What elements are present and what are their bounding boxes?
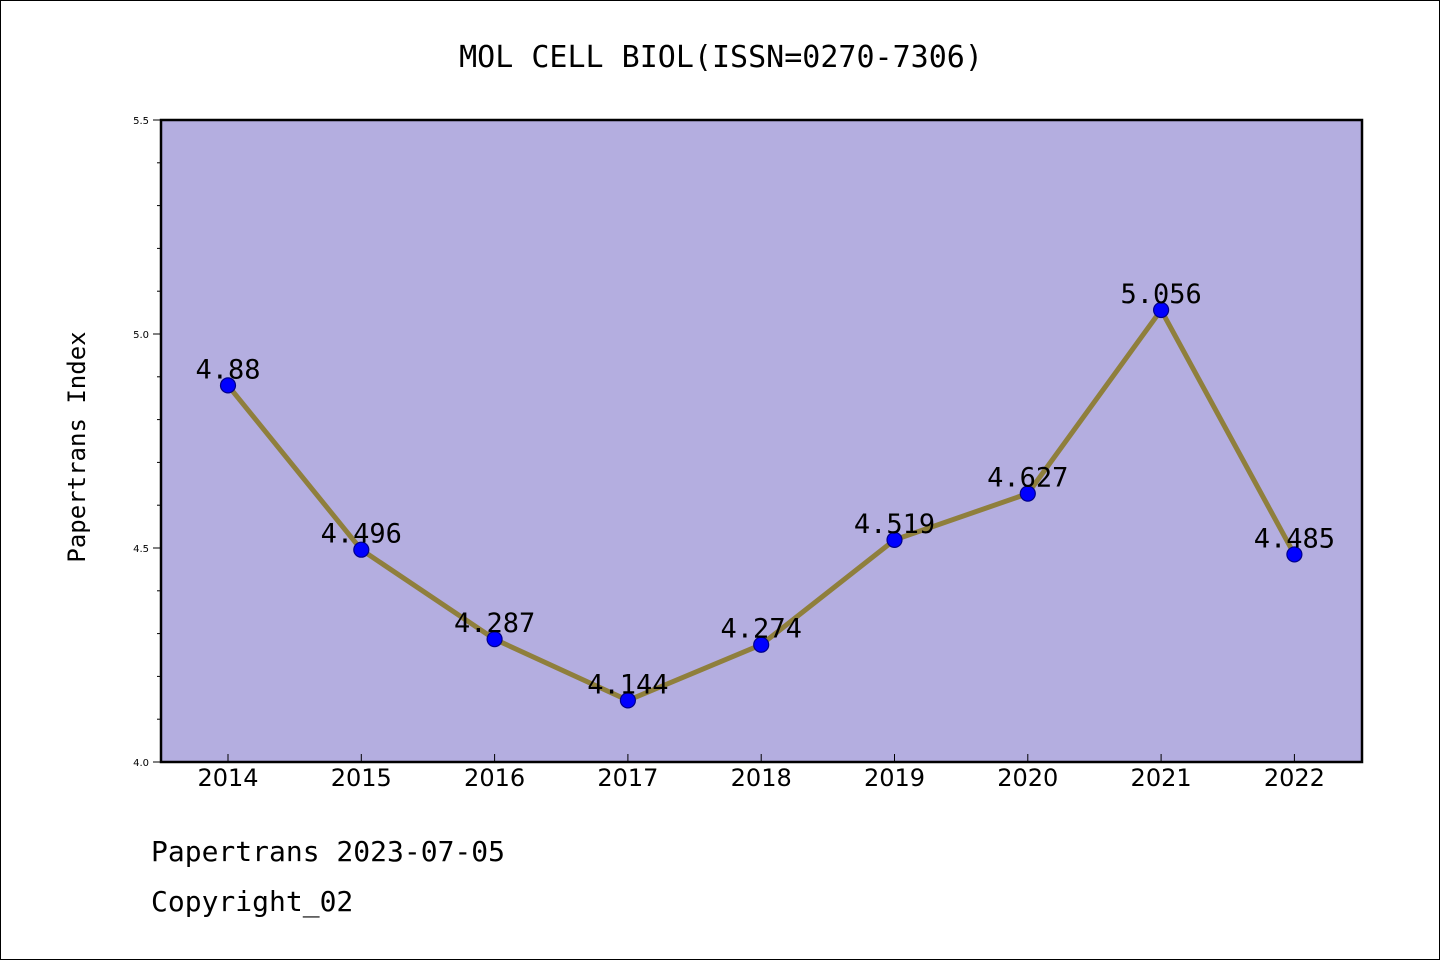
y-tick-label: 4.0 [133, 758, 149, 769]
plot-frame [159, 118, 1364, 764]
data-point [486, 631, 503, 648]
x-tick-label: 2017 [597, 764, 658, 792]
data-label: 4.496 [321, 519, 402, 550]
x-tick-label: 2014 [197, 764, 258, 792]
data-label: 5.056 [1120, 279, 1201, 310]
x-tick-label: 2019 [864, 764, 925, 792]
data-label: 4.144 [587, 669, 668, 700]
data-point [1152, 301, 1170, 319]
footer-source: Papertrans 2023-07-05 [151, 835, 506, 868]
data-labels: 4.88 4.496 4.287 4.144 4.274 4.519 4.627 5.056 4… [195, 279, 1335, 700]
plot-area [161, 120, 1362, 762]
axis-ticks: 4.0 4.5 5.0 5.5 2014 2015 2016 2017 2018 2019 2020… [133, 116, 1325, 792]
data-point [619, 692, 637, 709]
x-tick-label: 2022 [1264, 764, 1325, 792]
y-tick-label: 4.5 [133, 544, 149, 555]
data-label: 4.485 [1254, 523, 1335, 554]
data-point [753, 636, 770, 653]
x-tick-label: 2018 [731, 764, 792, 792]
data-label: 4.627 [987, 463, 1068, 494]
y-tick-label: 5.5 [133, 116, 149, 127]
data-point [1286, 546, 1303, 563]
data-markers [219, 301, 1303, 709]
data-label: 4.519 [854, 509, 935, 540]
x-tick-label: 2015 [331, 764, 392, 792]
x-tick-label: 2016 [464, 764, 525, 792]
x-tick-label: 2021 [1131, 764, 1192, 792]
chart-title: MOL CELL BIOL(ISSN=0270-7306) [459, 40, 983, 75]
data-label: 4.88 [195, 354, 260, 385]
data-point [219, 377, 237, 394]
data-point [886, 531, 903, 548]
data-label: 4.287 [454, 608, 535, 639]
y-tick-label: 5.0 [133, 330, 149, 341]
data-point [353, 541, 370, 558]
x-tick-label: 2020 [997, 764, 1058, 792]
data-label: 4.274 [721, 614, 802, 645]
data-point [1019, 485, 1036, 502]
footer-copyright: Copyright_02 [151, 885, 354, 918]
y-axis-label: Papertrans Index [63, 331, 91, 562]
